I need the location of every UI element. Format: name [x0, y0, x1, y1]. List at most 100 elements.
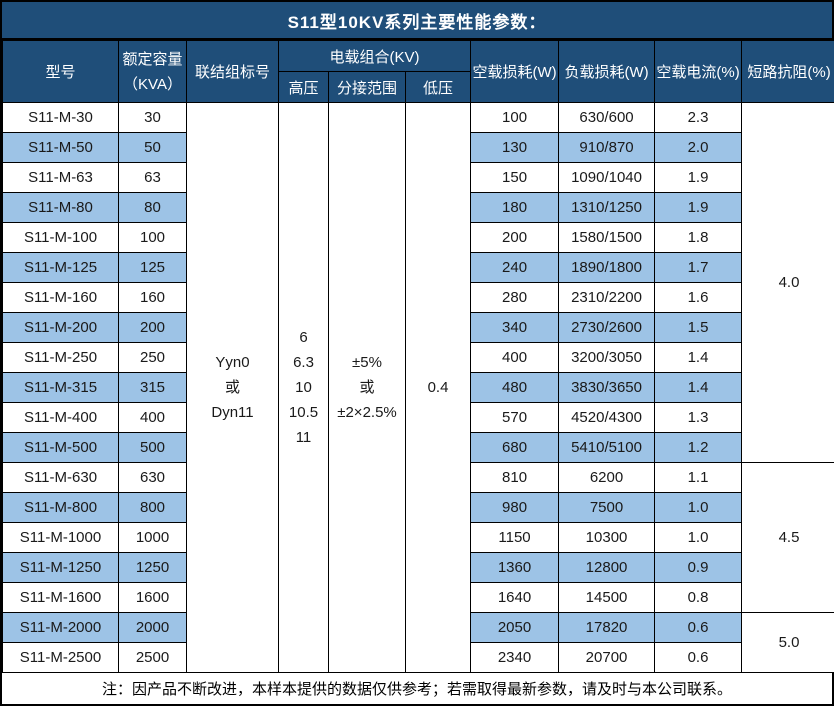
header-no-load-loss: 空载损耗(W): [470, 40, 560, 103]
no-load-loss-cell: 570: [470, 402, 560, 433]
capacity-cell: 400: [118, 402, 187, 433]
impedance-cell: 4.0: [741, 102, 834, 463]
capacity-cell: 250: [118, 342, 187, 373]
model-cell: S11-M-315: [2, 372, 119, 403]
model-cell: S11-M-500: [2, 432, 119, 463]
capacity-cell: 30: [118, 102, 187, 133]
spec-table: 型号 额定容量 （KVA） 联结组标号 电载组合(KV) 空载损耗(W) 负载损…: [2, 40, 834, 673]
model-cell: S11-M-400: [2, 402, 119, 433]
table-row: S11-M-125 125 240 1890/1800 1.7: [2, 252, 834, 283]
model-cell: S11-M-1600: [2, 582, 119, 613]
no-load-loss-cell: 400: [470, 342, 560, 373]
header-tap-range: 分接范围: [328, 71, 406, 103]
capacity-cell: 315: [118, 372, 187, 403]
no-load-current-cell: 1.9: [654, 192, 743, 223]
no-load-current-cell: 0.8: [654, 582, 743, 613]
header-connection-group: 联结组标号: [186, 40, 279, 103]
no-load-loss-cell: 180: [470, 192, 560, 223]
table-row: S11-M-80 80 180 1310/1250 1.9: [2, 192, 834, 223]
page-title: S11型10KV系列主要性能参数：: [2, 2, 832, 40]
load-loss-cell: 6200: [558, 462, 656, 493]
table-row: S11-M-800 800 980 7500 1.0: [2, 492, 834, 523]
capacity-cell: 630: [118, 462, 187, 493]
no-load-loss-cell: 980: [470, 492, 560, 523]
capacity-cell: 800: [118, 492, 187, 523]
footer-note: 注：因产品不断改进，本样本提供的数据仅供参考；若需取得最新参数，请及时与本公司联…: [2, 673, 832, 704]
capacity-cell: 2000: [118, 612, 187, 643]
capacity-cell: 1250: [118, 552, 187, 583]
header-row-top: 型号 额定容量 （KVA） 联结组标号 电载组合(KV) 空载损耗(W) 负载损…: [2, 40, 834, 103]
model-cell: S11-M-2000: [2, 612, 119, 643]
table-body: S11-M-30 30 Yyn0 或 Dyn11 6 6.3 10 10.5 11 ±5…: [2, 102, 834, 673]
header-no-load-current: 空载电流(%): [654, 40, 743, 103]
no-load-current-cell: 1.6: [654, 282, 743, 313]
model-cell: S11-M-200: [2, 312, 119, 343]
header-lv: 低压: [404, 71, 472, 103]
model-cell: S11-M-50: [2, 132, 119, 163]
capacity-cell: 1600: [118, 582, 187, 613]
header-row-sub: 高压 分接范围 低压: [3, 71, 834, 103]
no-load-loss-cell: 1360: [470, 552, 560, 583]
no-load-current-cell: 1.0: [654, 492, 743, 523]
no-load-loss-cell: 1150: [470, 522, 560, 553]
model-cell: S11-M-80: [2, 192, 119, 223]
no-load-current-cell: 1.2: [654, 432, 743, 463]
model-cell: S11-M-630: [2, 462, 119, 493]
model-cell: S11-M-800: [2, 492, 119, 523]
header-load-loss: 负载损耗(W): [558, 40, 656, 103]
table-row: S11-M-315 315 480 3830/3650 1.4: [2, 372, 834, 403]
no-load-loss-cell: 340: [470, 312, 560, 343]
load-loss-cell: 910/870: [558, 132, 656, 163]
no-load-current-cell: 0.9: [654, 552, 743, 583]
model-cell: S11-M-100: [2, 222, 119, 253]
no-load-current-cell: 1.7: [654, 252, 743, 283]
table-row: S11-M-630 630 810 6200 1.1 4.5: [2, 462, 834, 613]
load-loss-cell: 17820: [558, 612, 656, 643]
no-load-loss-cell: 1640: [470, 582, 560, 613]
no-load-current-cell: 1.1: [654, 462, 743, 493]
load-loss-cell: 7500: [558, 492, 656, 523]
model-cell: S11-M-1000: [2, 522, 119, 553]
no-load-loss-cell: 810: [470, 462, 560, 493]
model-cell: S11-M-30: [2, 102, 119, 133]
load-loss-cell: 2730/2600: [558, 312, 656, 343]
no-load-loss-cell: 480: [470, 372, 560, 403]
table-row: S11-M-1600 1600 1640 14500 0.8: [2, 582, 834, 613]
capacity-cell: 125: [118, 252, 187, 283]
model-cell: S11-M-125: [2, 252, 119, 283]
no-load-loss-cell: 280: [470, 282, 560, 313]
capacity-cell: 1000: [118, 522, 187, 553]
table-header: 型号 额定容量 （KVA） 联结组标号 电载组合(KV) 空载损耗(W) 负载损…: [2, 40, 834, 103]
no-load-current-cell: 1.0: [654, 522, 743, 553]
capacity-cell: 80: [118, 192, 187, 223]
no-load-loss-cell: 680: [470, 432, 560, 463]
capacity-cell: 2500: [118, 642, 187, 673]
load-loss-cell: 12800: [558, 552, 656, 583]
table-row: S11-M-160 160 280 2310/2200 1.6: [2, 282, 834, 313]
no-load-current-cell: 2.0: [654, 132, 743, 163]
model-cell: S11-M-1250: [2, 552, 119, 583]
no-load-current-cell: 1.3: [654, 402, 743, 433]
impedance-cell: 5.0: [741, 612, 834, 673]
table-row: S11-M-400 400 570 4520/4300 1.3: [2, 402, 834, 433]
table-row: S11-M-100 100 200 1580/1500 1.8: [2, 222, 834, 253]
tap-range-cell: ±5% 或 ±2×2.5%: [328, 102, 406, 673]
header-model: 型号: [2, 40, 119, 103]
model-cell: S11-M-2500: [2, 642, 119, 673]
capacity-cell: 200: [118, 312, 187, 343]
load-loss-cell: 20700: [558, 642, 656, 673]
header-capacity: 额定容量 （KVA）: [118, 40, 187, 103]
table-row: S11-M-500 500 680 5410/5100 1.2: [2, 432, 834, 463]
load-loss-cell: 2310/2200: [558, 282, 656, 313]
load-loss-cell: 10300: [558, 522, 656, 553]
load-loss-cell: 5410/5100: [558, 432, 656, 463]
no-load-current-cell: 1.8: [654, 222, 743, 253]
table-row: S11-M-1250 1250 1360 12800 0.9: [2, 552, 834, 583]
capacity-cell: 160: [118, 282, 187, 313]
no-load-loss-cell: 2340: [470, 642, 560, 673]
table-row: S11-M-200 200 340 2730/2600 1.5: [2, 312, 834, 343]
load-loss-cell: 3200/3050: [558, 342, 656, 373]
load-loss-cell: 1310/1250: [558, 192, 656, 223]
no-load-current-cell: 1.5: [654, 312, 743, 343]
no-load-current-cell: 2.3: [654, 102, 743, 133]
